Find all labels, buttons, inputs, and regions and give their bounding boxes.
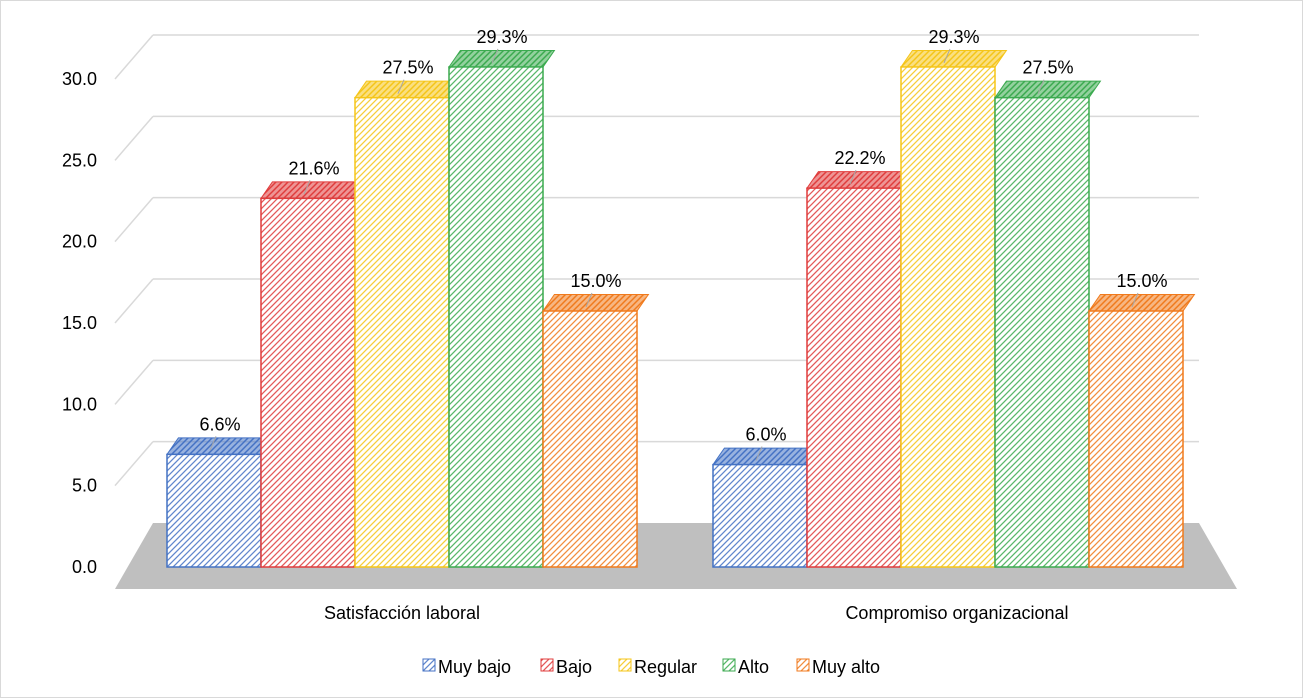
y-tick-label: 5.0 xyxy=(72,476,97,496)
data-label-leader xyxy=(303,180,311,195)
legend-swatch xyxy=(540,658,554,672)
bar-bajo-compromiso-organizacional xyxy=(806,171,914,568)
legend-label: Alto xyxy=(738,657,769,677)
legend-item-bajo: Bajo xyxy=(540,657,592,677)
bar-muy-bajo-satisfaccion-laboral xyxy=(166,437,274,568)
legend-item-muy-bajo: Muy bajo xyxy=(422,657,511,677)
gridline-diagonal xyxy=(114,197,154,243)
data-label: 27.5% xyxy=(382,58,433,78)
data-label: 29.3% xyxy=(476,27,527,47)
data-label-leader xyxy=(1037,79,1045,94)
bar-top-face xyxy=(806,171,914,189)
bar-top-face xyxy=(542,294,650,312)
category-label-satisfaccion-laboral: Satisfacción laboral xyxy=(324,603,480,623)
legend: Muy bajo Bajo Regular Alto Muy alto xyxy=(422,657,880,677)
bar-front-face xyxy=(806,187,902,568)
bar-alto-compromiso-organizacional xyxy=(994,80,1102,568)
gridline-diagonal xyxy=(114,359,154,405)
bar-front-face xyxy=(260,197,356,568)
data-labels: 6.6% 21.6% 27.5% 29.3% 15.0% 6.0% 22.2% 29.3% 27… xyxy=(199,27,1168,461)
data-label: 6.0% xyxy=(745,425,786,445)
y-tick-label: 15.0 xyxy=(62,313,97,333)
bar-front-face xyxy=(994,96,1090,568)
data-label: 21.6% xyxy=(288,158,339,178)
gridline-diagonal xyxy=(114,278,154,324)
legend-item-alto: Alto xyxy=(722,657,769,677)
legend-label: Bajo xyxy=(556,657,592,677)
bar-front-face xyxy=(900,66,996,568)
legend-label: Muy alto xyxy=(812,657,880,677)
data-label-leader xyxy=(397,79,405,94)
bar-top-face xyxy=(712,447,820,466)
data-label-leader xyxy=(1131,292,1139,308)
bar-top-face xyxy=(260,181,368,199)
bar-top-face xyxy=(448,49,556,68)
data-label: 29.3% xyxy=(928,27,979,47)
legend-item-muy-alto: Muy alto xyxy=(796,657,880,677)
bar-top-face xyxy=(354,80,462,99)
y-tick-label: 10.0 xyxy=(62,394,97,414)
y-tick-label: 30.0 xyxy=(62,69,97,89)
data-label-leader xyxy=(491,48,499,64)
gridline-diagonal xyxy=(114,115,154,161)
category-labels: Satisfacción laboral Compromiso organizac… xyxy=(324,603,1069,623)
bar-front-face xyxy=(166,453,262,568)
bar-front-face xyxy=(542,310,638,568)
bar-top-face xyxy=(994,80,1102,99)
data-label-leader xyxy=(585,292,593,308)
y-tick-label: 25.0 xyxy=(62,150,97,170)
bar-top-face xyxy=(1088,294,1196,312)
data-label-leader xyxy=(755,446,763,461)
data-label-leader xyxy=(849,169,857,185)
legend-swatch xyxy=(722,658,736,672)
bar-regular-satisfaccion-laboral xyxy=(354,80,462,568)
bar-muy-bajo-compromiso-organizacional xyxy=(712,447,820,568)
legend-swatch xyxy=(796,658,810,672)
bar-top-face xyxy=(900,49,1008,68)
legend-label: Regular xyxy=(634,657,697,677)
y-tick-label: 20.0 xyxy=(62,232,97,252)
bar-bajo-satisfaccion-laboral xyxy=(260,181,368,568)
gridline-diagonal xyxy=(114,34,154,80)
data-label: 22.2% xyxy=(834,148,885,168)
legend-item-regular: Regular xyxy=(618,657,697,677)
bar-alto-satisfaccion-laboral xyxy=(448,49,556,568)
gridline-diagonal xyxy=(114,441,154,487)
bar-front-face xyxy=(448,66,544,568)
data-label: 15.0% xyxy=(1116,271,1167,291)
bar-muy-alto-satisfaccion-laboral xyxy=(542,294,650,568)
data-label: 27.5% xyxy=(1022,58,1073,78)
legend-swatch xyxy=(422,658,436,672)
bar-front-face xyxy=(712,463,808,568)
y-axis-ticks: 0.0 5.0 10.0 15.0 20.0 25.0 30.0 xyxy=(62,69,97,577)
bar-top-face xyxy=(166,437,274,455)
category-label-compromiso-organizacional: Compromiso organizacional xyxy=(845,603,1068,623)
data-label: 15.0% xyxy=(570,271,621,291)
data-label-leader xyxy=(209,436,217,451)
legend-label: Muy bajo xyxy=(438,657,511,677)
y-tick-label: 0.0 xyxy=(72,557,97,577)
data-label: 6.6% xyxy=(199,414,240,434)
bar-regular-compromiso-organizacional xyxy=(900,49,1008,568)
data-label-leader xyxy=(943,48,951,64)
bars xyxy=(166,49,1196,568)
bar-front-face xyxy=(354,96,450,568)
legend-swatch xyxy=(618,658,632,672)
bar-front-face xyxy=(1088,310,1184,568)
bar-muy-alto-compromiso-organizacional xyxy=(1088,294,1196,568)
